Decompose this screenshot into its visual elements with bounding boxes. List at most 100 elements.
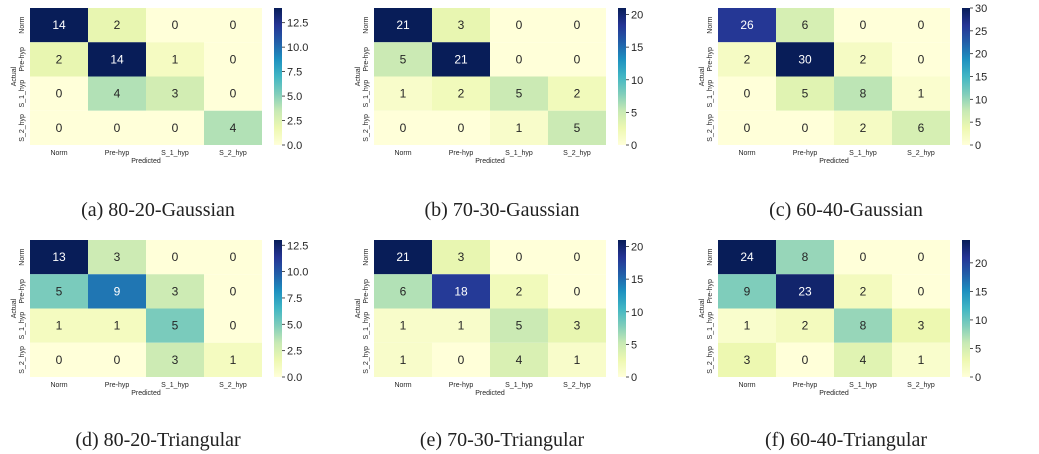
heatmap-cell: [374, 240, 432, 275]
y-axis-label: Actual: [699, 298, 706, 318]
heatmap-cell: [204, 274, 262, 309]
cell-value-label: 14: [52, 18, 66, 32]
colorbar-tick-label: 5.0: [287, 91, 302, 103]
cell-value-label: 0: [230, 52, 237, 66]
cell-value-label: 21: [396, 18, 410, 32]
cell-value-label: 0: [860, 18, 867, 32]
subfigure-caption: (b) 70-30-Gaussian: [425, 199, 580, 221]
heatmap-cell: [834, 240, 892, 275]
colorbar-tick-label: 15: [975, 286, 987, 298]
colorbar-tick-label: 10: [975, 315, 987, 327]
heatmap-cell: [88, 8, 146, 43]
colorbar: [618, 240, 626, 377]
heatmap-cell: [146, 110, 204, 145]
heatmap-panel-1: 14 2 0 0 2 14 1 0 0 4 3 0 0 0 0 4 Norm Pre-hyp S_1_hyp S_2_…: [11, 8, 308, 221]
heatmap-cell: [374, 42, 432, 77]
y-tick-label: Norm: [19, 248, 26, 265]
cell-value-label: 8: [802, 250, 809, 264]
subfigure-caption: (f) 60-40-Triangular: [765, 429, 927, 451]
x-tick-label: S_1_hyp: [161, 382, 189, 389]
heatmap-cell: [548, 42, 606, 77]
cell-value-label: 0: [918, 250, 925, 264]
heatmap-cell: [374, 308, 432, 343]
colorbar-tick-label: 25: [975, 26, 987, 38]
heatmap-cell: [30, 76, 88, 111]
cell-value-label: 0: [172, 121, 179, 135]
cell-value-label: 0: [56, 121, 63, 135]
heatmap-cell: [374, 76, 432, 111]
colorbar: [962, 8, 970, 145]
heatmap-cell: [548, 76, 606, 111]
heatmap-cell: [834, 308, 892, 343]
heatmap-cell: [146, 42, 204, 77]
y-tick-label: S_1_hyp: [707, 80, 714, 108]
heatmap-cell: [432, 8, 490, 43]
cell-value-label: 0: [574, 18, 581, 32]
cell-value-label: 1: [744, 319, 751, 333]
heatmap-cell: [146, 274, 204, 309]
cell-value-label: 0: [230, 87, 237, 101]
colorbar-tick-label: 5.0: [287, 319, 302, 331]
x-tick-label: S_2_hyp: [907, 150, 935, 157]
colorbar-tick-label: 10: [975, 94, 987, 106]
y-axis-label: Actual: [699, 66, 706, 86]
heatmap-cell: [718, 42, 776, 77]
colorbar-tick-label: 0: [631, 372, 637, 384]
colorbar-tick-label: 12.5: [287, 240, 308, 252]
cell-value-label: 1: [918, 87, 925, 101]
cell-value-label: 30: [798, 52, 812, 66]
cell-value-label: 0: [172, 250, 179, 264]
heatmap-cell: [490, 308, 548, 343]
heatmap-cell: [892, 308, 950, 343]
x-tick-label: S_1_hyp: [849, 382, 877, 389]
cell-value-label: 0: [918, 284, 925, 298]
colorbar-tick-label: 0.0: [287, 140, 302, 152]
y-tick-label: Norm: [363, 248, 370, 265]
y-tick-label: S_1_hyp: [363, 312, 370, 340]
heatmap-cell: [490, 240, 548, 275]
cell-value-label: 1: [574, 353, 581, 367]
colorbar-tick-label: 20: [975, 49, 987, 61]
heatmap-cell: [718, 8, 776, 43]
cell-value-label: 5: [56, 284, 63, 298]
cell-value-label: 3: [744, 353, 751, 367]
cell-value-label: 0: [114, 353, 121, 367]
cell-value-label: 18: [454, 284, 468, 298]
cell-value-label: 4: [860, 353, 867, 367]
heatmap-cell: [432, 76, 490, 111]
x-tick-label: Norm: [394, 382, 411, 389]
cell-value-label: 1: [400, 319, 407, 333]
colorbar-tick-label: 15: [631, 274, 643, 286]
heatmap-cell: [432, 240, 490, 275]
heatmap-cell: [490, 110, 548, 145]
cell-value-label: 0: [516, 250, 523, 264]
heatmap-cell: [88, 42, 146, 77]
colorbar-tick-label: 15: [631, 42, 643, 54]
colorbar-tick-label: 7.5: [287, 293, 302, 305]
heatmap-cell: [834, 274, 892, 309]
cell-value-label: 0: [230, 284, 237, 298]
heatmap-cell: [718, 308, 776, 343]
cell-value-label: 14: [110, 52, 124, 66]
heatmap-cell: [776, 110, 834, 145]
cell-value-label: 0: [230, 250, 237, 264]
colorbar-tick-label: 2.5: [287, 116, 302, 128]
colorbar-tick-label: 20: [631, 10, 643, 22]
cell-value-label: 5: [516, 87, 523, 101]
x-tick-label: Pre-hyp: [793, 150, 818, 157]
heatmap-cell: [776, 342, 834, 377]
colorbar-tick-label: 2.5: [287, 346, 302, 358]
heatmap-cell: [718, 342, 776, 377]
colorbar: [274, 8, 282, 145]
y-tick-label: Norm: [19, 16, 26, 33]
x-tick-label: S_2_hyp: [219, 382, 247, 389]
cell-value-label: 5: [574, 121, 581, 135]
cell-value-label: 8: [860, 319, 867, 333]
cell-value-label: 0: [114, 121, 121, 135]
colorbar-tick-label: 20: [631, 242, 643, 254]
cell-value-label: 6: [918, 121, 925, 135]
cell-value-label: 0: [516, 18, 523, 32]
x-tick-label: S_2_hyp: [907, 382, 935, 389]
heatmap-cell: [548, 240, 606, 275]
